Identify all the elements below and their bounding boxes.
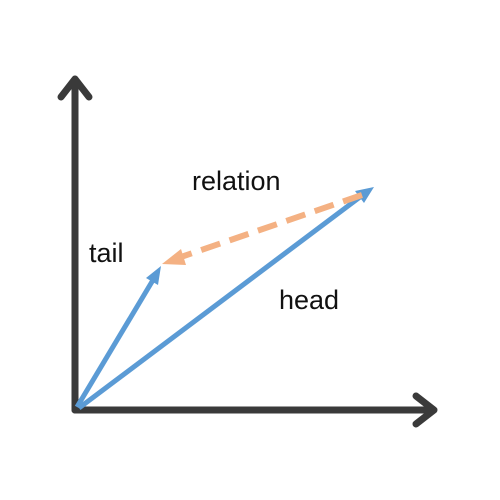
relation-vector-arrowhead-icon [162,249,186,265]
relation-label: relation [192,166,281,196]
x-axis-arrowhead-icon [412,392,438,428]
relation-vector [162,192,363,265]
y-axis-arrowhead-icon [57,75,93,101]
head-vector-arrowhead-icon [355,187,374,203]
head-label: head [279,285,339,315]
tail-vector-arrowhead-icon [146,266,161,285]
head-vector [77,187,374,410]
axes [57,75,438,428]
tail-vector [74,266,161,409]
tail-label: tail [89,238,124,268]
